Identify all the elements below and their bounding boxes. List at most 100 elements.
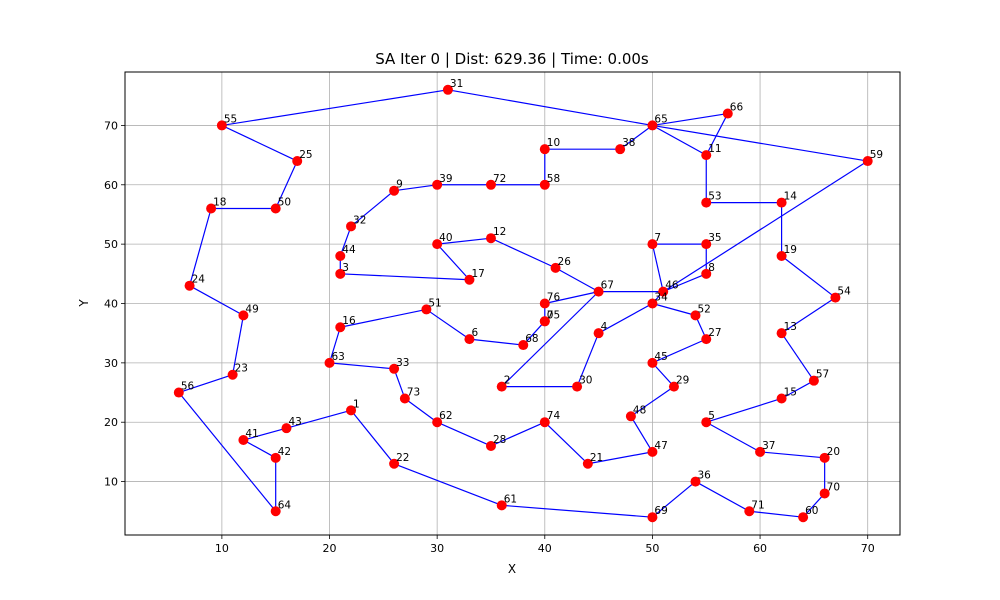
route-segment [705,421,761,453]
city-label: 14 [784,191,798,203]
city-label: 56 [181,381,195,393]
route-segment [651,362,675,388]
route-segment [350,409,395,465]
city-label: 67 [601,280,614,292]
city-label: 43 [288,416,301,428]
points [173,84,873,523]
city-point [539,144,550,155]
city-point [744,506,755,517]
city-point [270,452,281,463]
route-segment [436,243,470,281]
city-point [173,387,184,398]
city-label: 8 [708,262,715,274]
y-tick-label: 40 [104,298,118,311]
route-segment [652,338,707,364]
city-point [701,268,712,279]
city-point [335,322,346,333]
city-label: 3 [342,262,349,274]
x-tick-label: 70 [861,542,875,555]
city-point [701,197,712,208]
city-point [701,417,712,428]
city-label: 6 [471,327,478,339]
city-point [238,435,249,446]
city-point [593,328,604,339]
city-label: 46 [665,280,679,292]
city-point [647,446,658,457]
city-label: 63 [332,351,345,363]
route-segment [695,481,750,512]
city-point [819,452,830,463]
city-point [647,512,658,523]
city-label: 29 [676,375,689,387]
city-point [690,476,701,487]
city-label: 74 [547,410,561,422]
city-label: 37 [762,440,775,452]
route-segment [189,208,212,286]
route-segment [328,327,341,364]
city-label: 50 [278,197,291,209]
city-point [464,274,475,285]
city-label: 62 [439,410,452,422]
city-label: 52 [697,303,710,315]
city-point [647,357,658,368]
city-label: 11 [708,143,721,155]
city-point [432,417,443,428]
city-label: 58 [547,173,560,185]
y-tick-label: 60 [104,179,118,192]
x-tick-label: 20 [323,542,337,555]
route-segment [329,362,395,370]
city-point [690,310,701,321]
route-segment [286,409,352,429]
city-point [421,304,432,315]
city-label: 10 [547,137,560,149]
route-segment [232,315,244,375]
route-segment [587,451,653,465]
route-segment [749,510,804,518]
city-point [615,144,626,155]
route-segment [522,320,546,346]
grid [125,72,900,535]
city-point [227,369,238,380]
city-point [722,108,733,119]
city-point [335,251,346,262]
city-label: 71 [751,499,764,511]
city-point [539,417,550,428]
route-segment [221,89,449,127]
city-point [647,239,658,250]
city-point [647,120,658,131]
route-segment [275,160,298,209]
city-label: 61 [504,493,517,505]
route-segment [802,493,826,518]
city-label: 41 [245,428,258,440]
city-label: 24 [192,274,206,286]
x-tick-label: 10 [215,542,229,555]
city-point [442,84,453,95]
city-point [582,458,593,469]
city-label: 4 [601,321,608,333]
route-segment [598,302,653,334]
city-label: 36 [697,470,711,482]
city-label: 35 [708,232,721,244]
city-label: 30 [579,375,592,387]
route-segment [652,302,696,316]
city-label: 39 [439,173,452,185]
route-segment [340,273,470,281]
route-segment [221,124,298,162]
city-label: 70 [827,481,840,493]
city-label: 51 [428,297,441,309]
city-label: 21 [590,452,603,464]
city-label: 1 [353,398,360,410]
city-point [389,458,400,469]
route-segment [243,439,276,459]
y-tick-label: 10 [104,476,118,489]
city-label: 18 [213,197,226,209]
city-label: 34 [654,292,668,304]
city-point [270,506,281,517]
route-segment [652,481,696,518]
city-point [270,203,281,214]
city-label: 9 [396,179,403,191]
route-segment [178,374,233,394]
route-segment [662,273,707,293]
route-segment [501,291,600,388]
route-segment [501,504,653,518]
